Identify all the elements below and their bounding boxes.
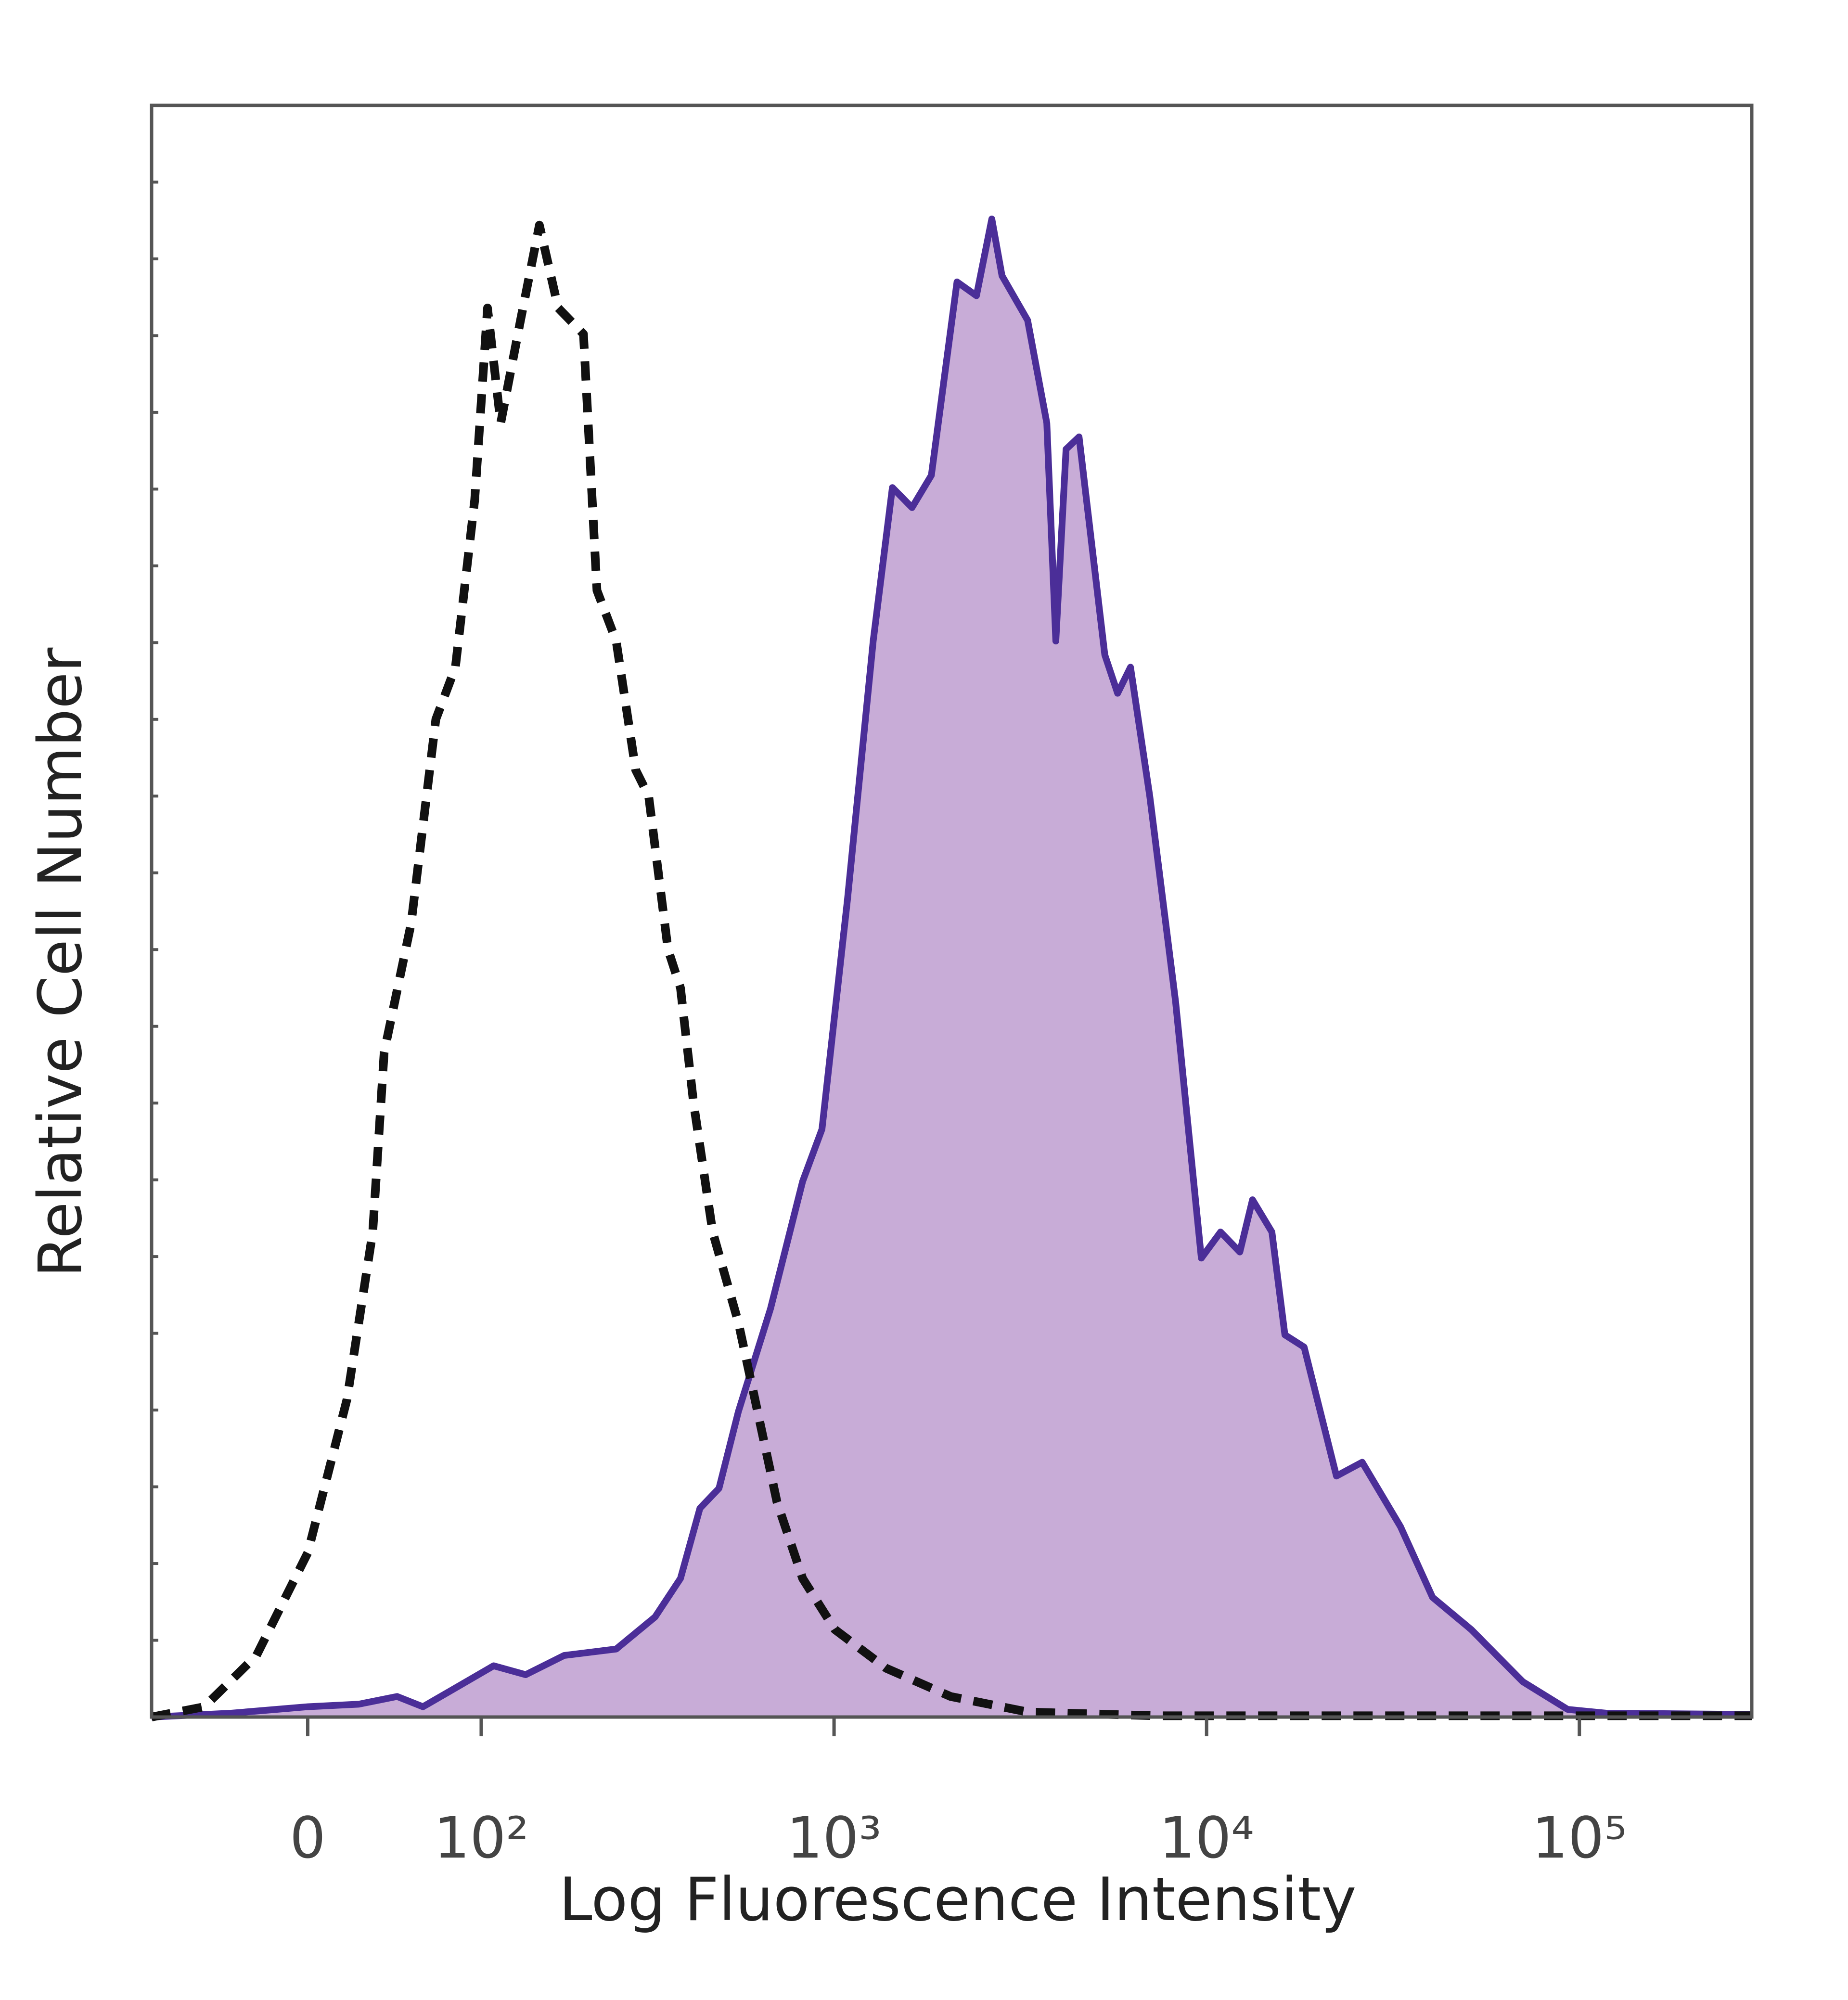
x-tick-label: 10³: [786, 1805, 881, 1871]
y-axis-label: Relative Cell Number: [26, 648, 95, 1278]
x-tick-label: 10²: [434, 1805, 528, 1871]
area: [152, 219, 1752, 1717]
plot-frame: [150, 103, 1754, 1719]
x-tick-label: 0: [290, 1805, 326, 1871]
line: [151, 216, 1752, 1720]
x-tick-label: 10⁵: [1532, 1805, 1627, 1871]
x-axis-label: Log Fluorescence Intensity: [559, 1865, 1357, 1935]
dashed-line: [151, 220, 1752, 1721]
x-tick-label: 10⁴: [1159, 1805, 1254, 1871]
